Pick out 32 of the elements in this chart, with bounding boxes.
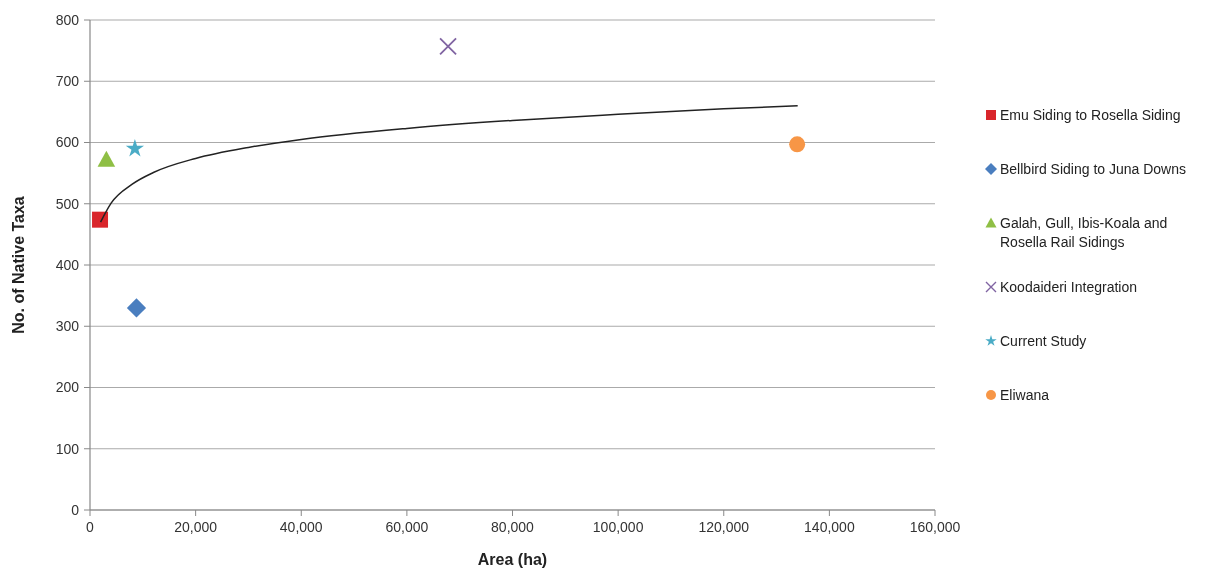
- point: [439, 37, 457, 56]
- point: [125, 139, 145, 157]
- y-tick-label: 300: [55, 318, 80, 335]
- x-tick-label: 60,000: [385, 519, 429, 535]
- y-tick-label: 800: [55, 11, 80, 28]
- y-tick-label: 200: [55, 379, 80, 396]
- x-tick-label: 80,000: [491, 519, 535, 535]
- x-tick-label: 120,000: [698, 519, 750, 535]
- x-tick-label: 40,000: [279, 519, 323, 535]
- y-axis-title: No. of Native Taxa: [10, 196, 27, 334]
- legend-label: Emu Siding to Rosella Siding: [1000, 106, 1181, 123]
- y-tick-label: 600: [55, 134, 80, 151]
- x-tick-label: 140,000: [804, 519, 855, 535]
- y-tick-label: 0: [71, 501, 80, 518]
- x-tick-label: 20,000: [174, 519, 218, 535]
- point: [92, 211, 109, 228]
- x-axis-title: Area (ha): [477, 551, 548, 568]
- point: [126, 298, 147, 318]
- y-tick-label: 700: [55, 73, 80, 90]
- y-tick-label: 400: [55, 256, 80, 273]
- legend-label: Current Study: [1000, 332, 1087, 349]
- legend-label: Galah, Gull, Ibis-Koala and Rosella Rail Sidings: [1000, 214, 1168, 250]
- x-tick-label: 100,000: [592, 519, 644, 535]
- x-tick-label: 160,000: [909, 519, 961, 535]
- legend-label: Eliwana: [1000, 386, 1050, 403]
- legend-label: Koodaideri Integration: [1000, 278, 1137, 295]
- y-tick-label: 100: [55, 440, 80, 457]
- y-tick-label: 500: [55, 195, 80, 212]
- legend-label: Bellbird Siding to Juna Downs: [1000, 160, 1186, 177]
- point: [789, 136, 806, 153]
- x-tick-label: 0: [86, 519, 95, 535]
- point: [97, 150, 116, 167]
